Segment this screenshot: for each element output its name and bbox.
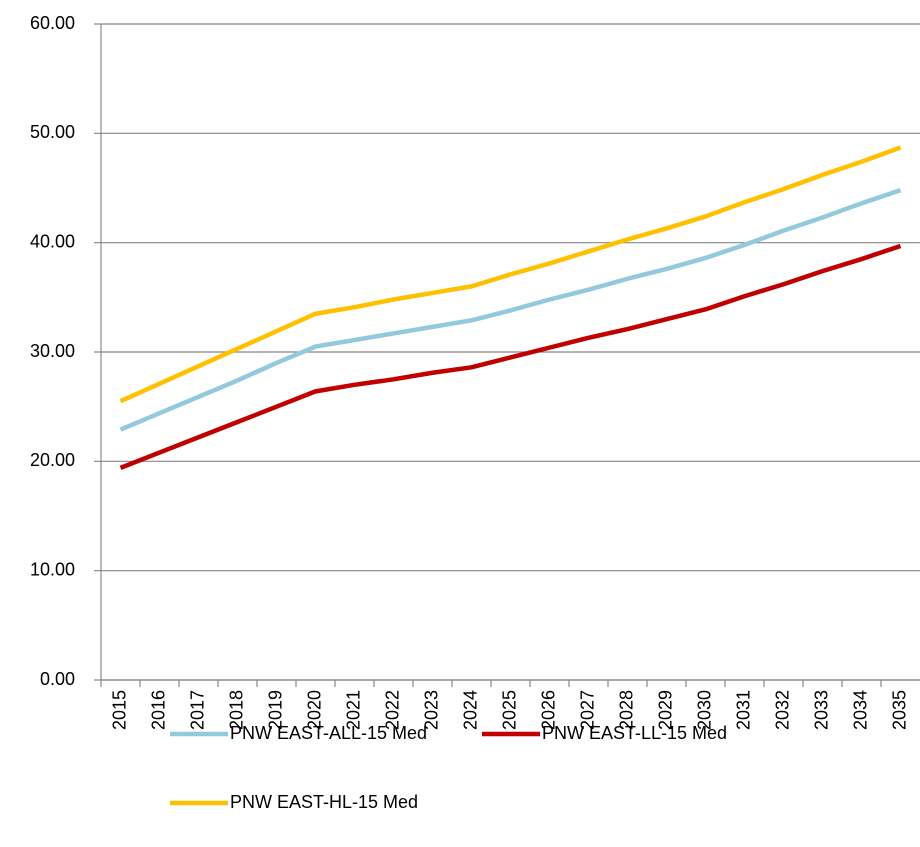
y-tick-label: 20.00 (30, 450, 75, 470)
x-tick-label: 2030 (694, 690, 714, 730)
x-tick-label: 2027 (577, 690, 597, 730)
y-tick-label: 60.00 (30, 13, 75, 33)
x-tick-label: 2020 (304, 690, 324, 730)
x-tick-label: 2034 (850, 690, 870, 730)
x-tick-label: 2026 (538, 690, 558, 730)
x-tick-label: 2029 (655, 690, 675, 730)
x-tick-label: 2021 (343, 690, 363, 730)
y-tick-label: 0.00 (40, 669, 75, 689)
y-tick-label: 50.00 (30, 122, 75, 142)
y-tick-label: 10.00 (30, 559, 75, 579)
x-tick-label: 2024 (460, 690, 480, 730)
x-tick-label: 2033 (811, 690, 831, 730)
series-line (119, 188, 902, 432)
x-tick-label: 2017 (187, 690, 207, 730)
x-tick-label: 2028 (616, 690, 636, 730)
series-line (119, 145, 902, 404)
legend-label: PNW EAST-ALL-15 Med (230, 723, 427, 743)
x-tick-label: 2018 (226, 690, 246, 730)
x-tick-label: 2023 (421, 690, 441, 730)
x-tick-label: 2016 (148, 690, 168, 730)
legend-label: PNW EAST-HL-15 Med (230, 792, 418, 812)
x-tick-label: 2015 (109, 690, 129, 730)
y-tick-label: 30.00 (30, 341, 75, 361)
x-tick-label: 2019 (265, 690, 285, 730)
x-tick-label: 2035 (889, 690, 909, 730)
x-tick-label: 2032 (772, 690, 792, 730)
x-tick-label: 2031 (733, 690, 753, 730)
y-tick-label: 40.00 (30, 231, 75, 251)
x-tick-label: 2022 (382, 690, 402, 730)
legend-label: PNW EAST-LL-15 Med (542, 723, 727, 743)
series-line (119, 243, 902, 470)
x-tick-label: 2025 (499, 690, 519, 730)
